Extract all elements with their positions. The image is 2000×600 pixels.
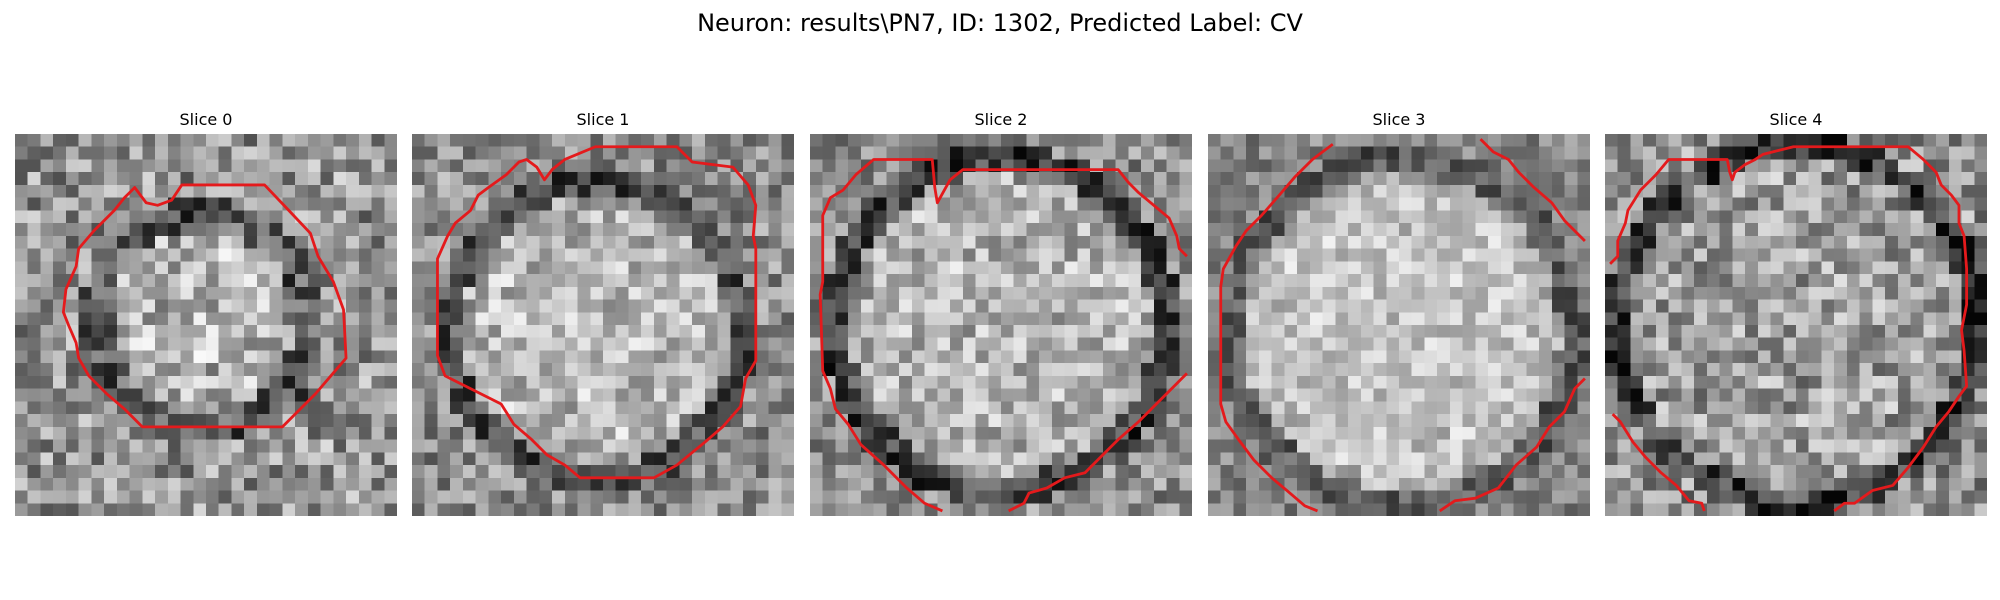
- segmentation-contour-4-0: [1609, 145, 1969, 513]
- slice-title-3: Slice 3: [1372, 110, 1426, 129]
- slice-panel-4: Slice 4: [1605, 108, 1987, 516]
- segmentation-contour-4-1: [1611, 413, 1706, 512]
- slice-title-1: Slice 1: [576, 110, 630, 129]
- segmentation-contour-2-0: [818, 158, 1188, 513]
- segmentation-contour-2-1: [1008, 372, 1188, 513]
- slice-title-4: Slice 4: [1769, 110, 1823, 129]
- segmentation-contour-3-2: [1438, 377, 1586, 513]
- segmentation-contour-3-1: [1219, 143, 1334, 513]
- slice-image-4: [1605, 134, 1987, 516]
- slice-panel-1: Slice 1: [412, 108, 794, 516]
- slice-image-0: [15, 134, 397, 516]
- slice-title-0: Slice 0: [179, 110, 233, 129]
- slice-image-2: [810, 134, 1192, 516]
- slice-panel-0: Slice 0: [15, 108, 397, 516]
- segmentation-contour-3-0: [1479, 138, 1586, 242]
- slice-panel-3: Slice 3: [1208, 108, 1590, 516]
- segmentation-contour-0-0: [61, 183, 348, 429]
- slice-image-3: [1208, 134, 1590, 516]
- figure-title: Neuron: results\PN7, ID: 1302, Predicted…: [697, 9, 1303, 37]
- slice-title-2: Slice 2: [974, 110, 1028, 129]
- slice-image-1: [412, 134, 794, 516]
- slice-panel-2: Slice 2: [810, 108, 1192, 516]
- segmentation-contour-1-0: [436, 145, 758, 480]
